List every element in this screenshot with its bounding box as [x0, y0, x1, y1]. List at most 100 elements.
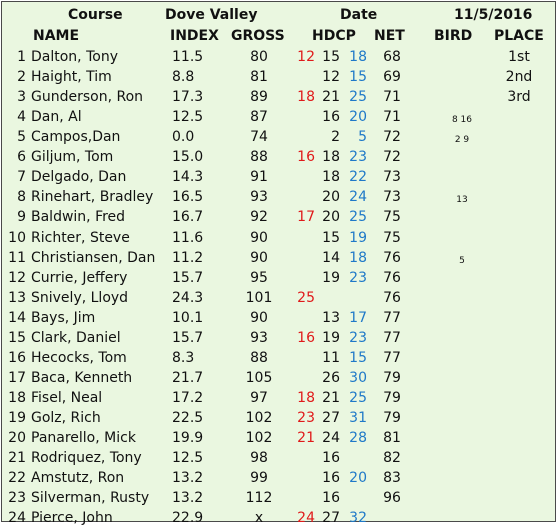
net-score: 71 [383, 109, 401, 126]
row-number: 16 [8, 349, 26, 366]
gross-score: 97 [250, 390, 268, 407]
gross-score: 95 [250, 269, 268, 286]
place-label: 2nd [505, 69, 533, 86]
net-score: 82 [383, 450, 401, 467]
blue-handicap: 20 [349, 470, 367, 487]
index-value: 10.1 [172, 309, 204, 326]
hdcp-value: 19 [322, 329, 340, 346]
blue-handicap: 25 [349, 89, 367, 106]
hdcp-value: 16 [322, 109, 340, 126]
gross-score: 80 [250, 49, 268, 65]
row-number: 11 [8, 249, 26, 266]
row-number: 22 [8, 470, 26, 487]
net-score: 76 [383, 269, 401, 286]
player-name: Rodriquez, Tony [31, 450, 142, 467]
table-row: 7 Delgado, Dan 14.3 91 18 22 73 [2, 167, 555, 187]
blue-handicap: 18 [349, 249, 367, 266]
player-name: Panarello, Mick [31, 430, 136, 447]
row-number: 24 [8, 510, 26, 527]
table-row: 8 Rinehart, Bradley 16.5 93 20 24 73 13 [2, 187, 555, 207]
player-name: Snively, Lloyd [31, 289, 129, 306]
gross-score: 89 [250, 89, 268, 106]
blue-handicap: 18 [349, 49, 367, 65]
net-score: 76 [383, 289, 401, 306]
blue-handicap: 17 [349, 309, 367, 326]
index-value: 0.0 [172, 129, 195, 146]
gross-score: 74 [250, 129, 268, 146]
row-number: 9 [17, 209, 26, 226]
hdcp-value: 14 [322, 249, 340, 266]
date-label: Date [340, 7, 378, 23]
red-handicap: 16 [297, 149, 315, 166]
table-row: 1 Dalton, Tony 11.5 80 12 15 18 68 1st [2, 47, 555, 67]
blue-handicap: 25 [349, 209, 367, 226]
index-value: 21.7 [172, 369, 204, 386]
hdcp-value: 26 [322, 369, 340, 386]
course-label: Course [68, 7, 123, 23]
player-name: Silverman, Rusty [31, 490, 150, 507]
index-value: 11.5 [172, 49, 204, 65]
hdcp-value: 21 [322, 390, 340, 407]
red-handicap: 24 [297, 510, 315, 527]
gross-score: 99 [250, 470, 268, 487]
player-name: Gunderson, Ron [31, 89, 144, 106]
table-row: 10 Richter, Steve 11.6 90 15 19 75 [2, 228, 555, 248]
table-row: 24 Pierce, John 22.9 x 24 27 32 [2, 508, 555, 528]
player-name: Haight, Tim [31, 69, 112, 86]
row-number: 3 [17, 89, 26, 106]
gross-score: 93 [250, 329, 268, 346]
row-number: 1 [17, 49, 26, 65]
row-number: 10 [8, 229, 26, 246]
index-value: 24.3 [172, 289, 204, 306]
net-score: 77 [383, 329, 401, 346]
net-score: 73 [383, 189, 401, 206]
gross-score: 88 [250, 349, 268, 366]
net-score: 71 [383, 89, 401, 106]
red-handicap: 23 [297, 410, 315, 427]
hdcp-value: 20 [322, 209, 340, 226]
hdcp-value: 16 [322, 490, 340, 507]
table-row: 11 Christiansen, Dan 11.2 90 14 18 76 5 [2, 248, 555, 268]
hdcp-value: 2 [331, 129, 340, 146]
red-handicap: 16 [297, 329, 315, 346]
gross-score: 88 [250, 149, 268, 166]
table-row: 20 Panarello, Mick 19.9 102 21 24 28 81 [2, 428, 555, 448]
index-value: 12.5 [172, 109, 204, 126]
row-number: 17 [8, 369, 26, 386]
blue-handicap: 23 [349, 269, 367, 286]
hdcp-value: 15 [322, 229, 340, 246]
gross-score: 92 [250, 209, 268, 226]
index-value: 19.9 [172, 430, 204, 447]
gross-score: 93 [250, 189, 268, 206]
table-row: 9 Baldwin, Fred 16.7 92 17 20 25 75 [2, 207, 555, 227]
index-value: 12.5 [172, 450, 204, 467]
player-name: Campos,Dan [31, 129, 121, 146]
player-name: Giljum, Tom [31, 149, 114, 166]
index-value: 8.8 [172, 69, 195, 86]
net-score: 79 [383, 390, 401, 407]
red-handicap: 12 [297, 49, 315, 65]
index-value: 16.5 [172, 189, 204, 206]
gross-score: 91 [250, 169, 268, 186]
table-row: 16 Hecocks, Tom 8.3 88 11 15 77 [2, 348, 555, 368]
hdcp-value: 21 [322, 89, 340, 106]
gross-score: 101 [245, 289, 273, 306]
column-header-gross: GROSS [231, 28, 285, 44]
blue-handicap: 23 [349, 149, 367, 166]
table-row: 18 Fisel, Neal 17.2 97 18 21 25 79 [2, 388, 555, 408]
index-value: 17.2 [172, 390, 204, 407]
net-score: 83 [383, 470, 401, 487]
player-name: Dalton, Tony [31, 49, 118, 65]
gross-score: 90 [250, 249, 268, 266]
index-value: 11.2 [172, 249, 204, 266]
table-row: 14 Bays, Jim 10.1 90 13 17 77 [2, 308, 555, 328]
player-name: Currie, Jeffery [31, 269, 128, 286]
row-number: 15 [8, 329, 26, 346]
row-number: 7 [17, 169, 26, 186]
player-name: Christiansen, Dan [31, 249, 156, 266]
row-number: 23 [8, 490, 26, 507]
table-row: 4 Dan, Al 12.5 87 16 20 71 8 16 [2, 107, 555, 127]
table-row: 3 Gunderson, Ron 17.3 89 18 21 25 71 3rd [2, 87, 555, 107]
gross-score: 81 [250, 69, 268, 86]
